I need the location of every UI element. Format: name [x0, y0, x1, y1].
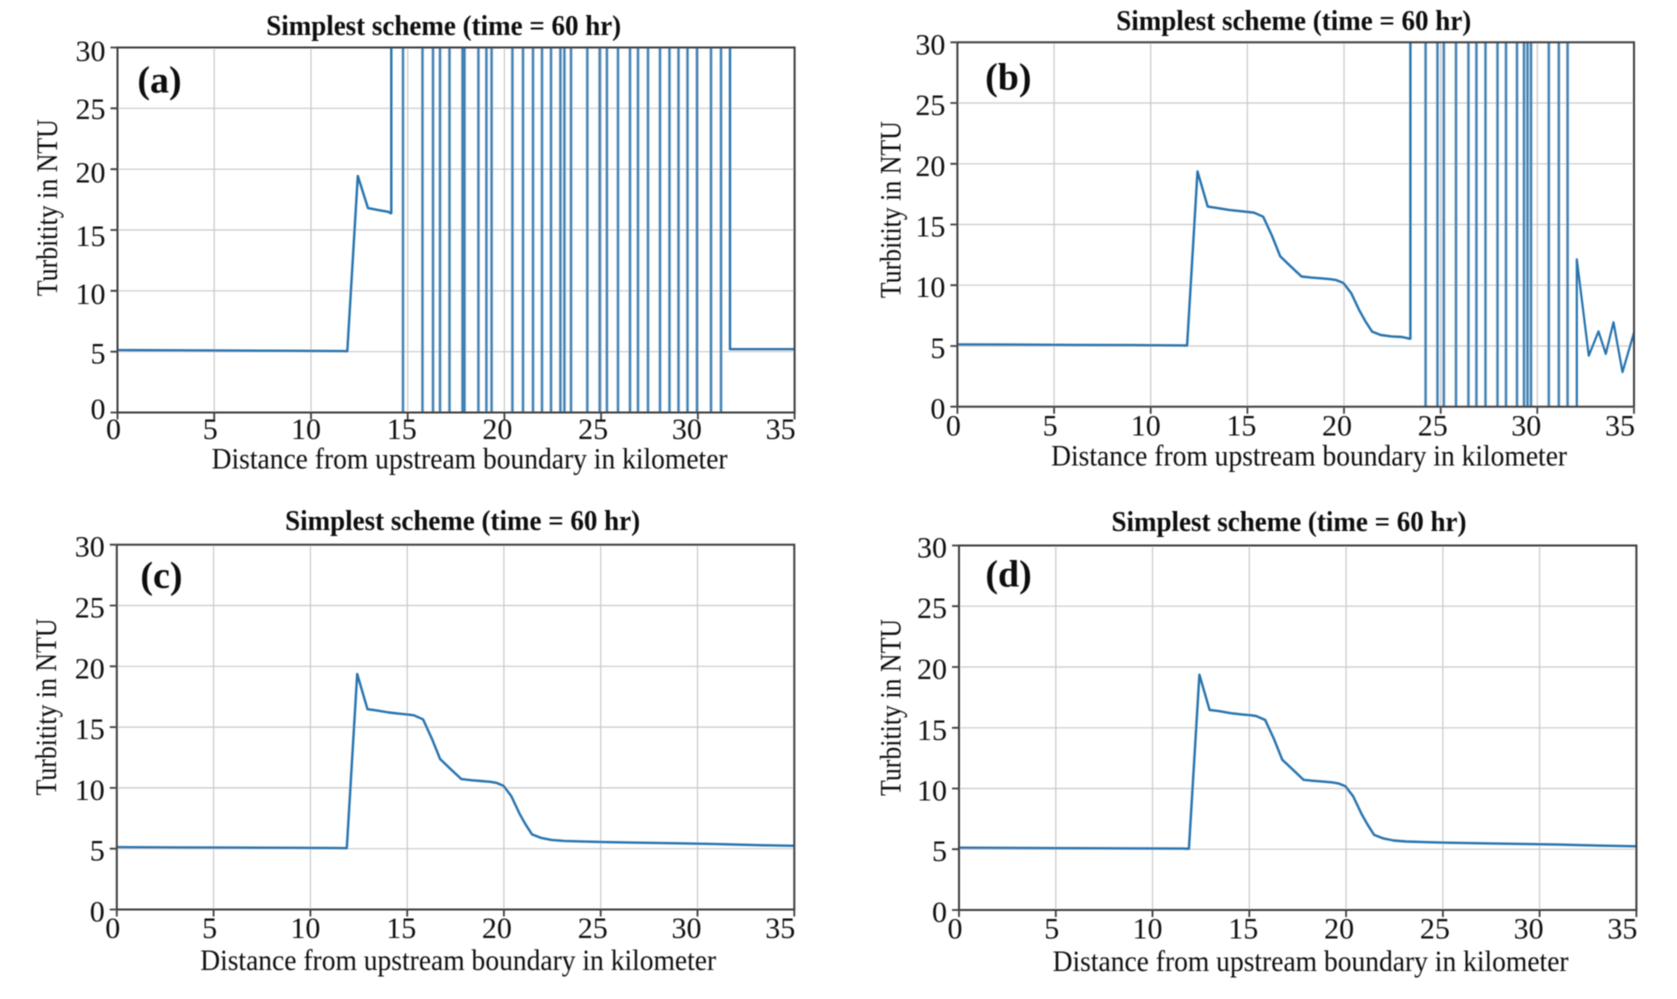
svg-text:Distance from upstream boundar: Distance from upstream boundary in kilom…: [1053, 945, 1569, 978]
svg-text:Turbitity in NTU: Turbitity in NTU: [30, 618, 63, 795]
svg-text:10: 10: [290, 912, 320, 945]
svg-text:30: 30: [75, 531, 105, 564]
svg-text:15: 15: [1226, 410, 1256, 443]
svg-text:5: 5: [91, 338, 106, 371]
svg-text:(d): (d): [985, 554, 1031, 596]
svg-text:15: 15: [75, 713, 105, 746]
svg-text:20: 20: [915, 150, 945, 183]
svg-text:20: 20: [76, 157, 106, 190]
svg-text:Distance from upstream boundar: Distance from upstream boundary in kilom…: [1051, 440, 1567, 473]
svg-text:Distance from upstream boundar: Distance from upstream boundary in kilom…: [200, 944, 716, 977]
svg-text:30: 30: [672, 912, 702, 945]
svg-text:30: 30: [76, 35, 106, 68]
svg-text:20: 20: [482, 413, 512, 446]
svg-text:20: 20: [1322, 410, 1352, 443]
svg-text:20: 20: [482, 912, 512, 945]
svg-text:5: 5: [1043, 410, 1058, 443]
svg-text:35: 35: [765, 912, 795, 945]
svg-text:0: 0: [946, 410, 961, 443]
svg-text:Turbitity in NTU: Turbitity in NTU: [875, 619, 908, 796]
svg-text:0: 0: [106, 413, 121, 446]
svg-text:15: 15: [1228, 913, 1258, 946]
svg-text:0: 0: [90, 896, 105, 929]
svg-text:20: 20: [917, 653, 947, 686]
svg-text:25: 25: [915, 89, 945, 122]
svg-text:Turbitity in NTU: Turbitity in NTU: [31, 119, 64, 296]
svg-text:25: 25: [1418, 410, 1448, 443]
svg-text:0: 0: [948, 913, 963, 946]
svg-text:10: 10: [76, 278, 106, 311]
svg-text:30: 30: [672, 413, 702, 446]
svg-text:15: 15: [915, 211, 945, 244]
svg-text:20: 20: [1324, 913, 1354, 946]
svg-text:Simplest scheme (time = 60 hr): Simplest scheme (time = 60 hr): [285, 505, 640, 537]
svg-text:30: 30: [1511, 410, 1541, 443]
svg-text:(b): (b): [985, 57, 1031, 99]
svg-text:15: 15: [917, 714, 947, 747]
svg-text:30: 30: [915, 28, 945, 61]
svg-text:(a): (a): [137, 60, 181, 102]
svg-text:5: 5: [90, 835, 105, 868]
svg-text:25: 25: [75, 592, 105, 625]
svg-text:(c): (c): [140, 555, 182, 597]
svg-text:10: 10: [75, 774, 105, 807]
svg-text:10: 10: [917, 775, 947, 808]
svg-text:25: 25: [578, 912, 608, 945]
svg-text:0: 0: [105, 912, 120, 945]
svg-text:35: 35: [766, 413, 796, 446]
svg-text:25: 25: [1420, 913, 1450, 946]
svg-text:5: 5: [203, 413, 218, 446]
svg-text:Turbitity in NTU: Turbitity in NTU: [875, 121, 908, 298]
svg-text:15: 15: [76, 220, 106, 253]
svg-text:35: 35: [1605, 410, 1635, 443]
svg-text:35: 35: [1607, 913, 1637, 946]
svg-text:10: 10: [1131, 410, 1161, 443]
svg-text:Simplest scheme (time = 60 hr): Simplest scheme (time = 60 hr): [1112, 506, 1467, 538]
svg-text:5: 5: [930, 332, 945, 365]
svg-text:30: 30: [917, 532, 947, 565]
svg-text:10: 10: [291, 413, 321, 446]
svg-text:15: 15: [387, 413, 417, 446]
svg-text:0: 0: [91, 393, 106, 426]
svg-text:30: 30: [1514, 913, 1544, 946]
svg-text:10: 10: [1133, 913, 1163, 946]
svg-text:15: 15: [386, 912, 416, 945]
svg-text:25: 25: [917, 592, 947, 625]
svg-text:25: 25: [76, 93, 106, 126]
svg-text:Simplest scheme (time = 60 hr): Simplest scheme (time = 60 hr): [1116, 5, 1471, 37]
svg-text:Simplest scheme (time = 60 hr): Simplest scheme (time = 60 hr): [266, 10, 621, 42]
svg-text:5: 5: [932, 835, 947, 868]
svg-text:5: 5: [1044, 913, 1059, 946]
svg-text:10: 10: [915, 271, 945, 304]
svg-text:20: 20: [75, 652, 105, 685]
svg-text:Distance from upstream boundar: Distance from upstream boundary in kilom…: [212, 442, 728, 475]
svg-text:5: 5: [202, 912, 217, 945]
svg-text:0: 0: [930, 393, 945, 426]
svg-text:0: 0: [932, 896, 947, 929]
svg-text:25: 25: [578, 413, 608, 446]
